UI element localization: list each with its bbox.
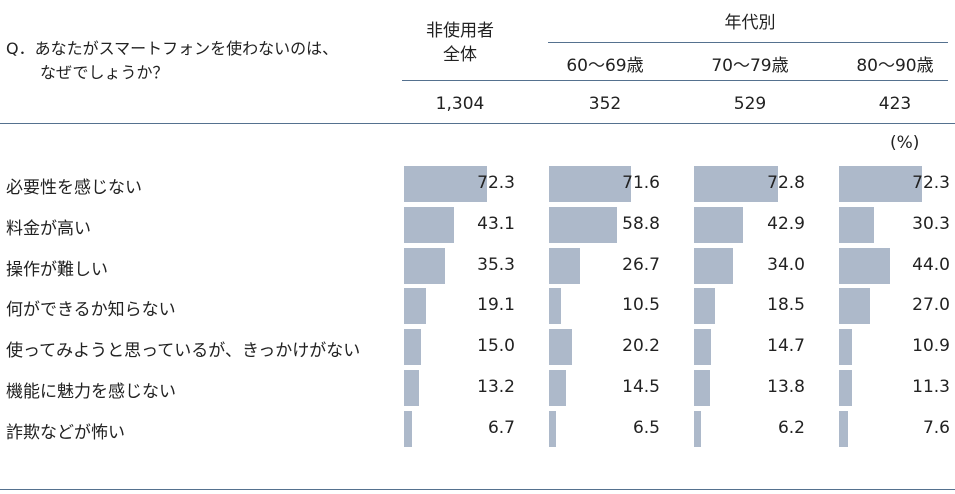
value-label: 19.1 [477, 295, 515, 316]
value-label: 7.6 [922, 417, 950, 438]
question-line-2: なぜでしょうか？ [40, 63, 169, 82]
bar [549, 247, 580, 284]
overall-label-line-1: 非使用者 [426, 21, 494, 41]
value-label: 58.8 [622, 213, 660, 234]
value-label: 6.2 [777, 417, 805, 438]
bar [549, 370, 566, 406]
bar [549, 410, 557, 447]
bottom-rule [0, 489, 955, 490]
value-label: 18.5 [767, 295, 805, 316]
count-60s: 352 [588, 94, 622, 114]
bar [839, 329, 852, 366]
bar [839, 410, 848, 447]
count-70s: 529 [733, 94, 767, 114]
value-label: 27.0 [912, 295, 950, 316]
bar [694, 247, 734, 284]
bar [839, 370, 852, 406]
value-label: 72.3 [477, 173, 515, 193]
value-label: 72.3 [912, 173, 950, 193]
bar [549, 288, 562, 325]
value-label: 14.7 [767, 336, 805, 357]
value-label: 20.2 [622, 336, 660, 357]
bar [404, 329, 422, 366]
category-label: 使ってみようと思っているが、きっかけがない [6, 341, 361, 362]
question-line-1: Q．あなたがスマートフォンを使わないのは、 [6, 39, 339, 58]
category-label: 料金が高い [6, 218, 91, 239]
count-80s: 423 [878, 94, 912, 114]
bar [694, 288, 716, 325]
value-label: 71.6 [622, 173, 660, 193]
value-label: 6.7 [487, 417, 515, 438]
bar [694, 410, 702, 447]
header-count-rule [402, 80, 948, 81]
value-label: 10.5 [622, 295, 660, 316]
value-label: 6.5 [632, 417, 660, 438]
value-label: 13.2 [477, 377, 515, 397]
bar [404, 166, 488, 202]
header-bottom-rule [0, 123, 955, 124]
bar [839, 166, 923, 202]
category-label: 必要性を感じない [6, 178, 142, 198]
category-label: 操作が難しい [6, 259, 108, 280]
bar [404, 288, 426, 325]
column-header-70s: 70～79歳 [711, 56, 789, 76]
value-label: 72.8 [767, 173, 805, 193]
bar [694, 206, 744, 243]
bar [694, 329, 711, 366]
column-header-80s: 80～90歳 [856, 56, 934, 76]
bar [404, 370, 420, 406]
bar [549, 166, 632, 202]
value-label: 30.3 [912, 213, 950, 234]
column-header-60s: 60～69歳 [566, 56, 644, 76]
bar [549, 206, 617, 243]
value-label: 15.0 [477, 336, 515, 357]
bar [694, 166, 778, 202]
value-label: 43.1 [477, 213, 515, 234]
age-group-rule [548, 42, 948, 43]
count-overall: 1,304 [435, 94, 485, 114]
bar [549, 329, 573, 366]
value-label: 44.0 [912, 254, 950, 275]
value-label: 26.7 [622, 254, 660, 275]
value-label: 11.3 [912, 377, 950, 397]
category-label: 詐欺などが怖い [6, 422, 125, 443]
value-label: 13.8 [767, 377, 805, 397]
category-label: 何ができるか知らない [6, 300, 176, 321]
category-label: 機能に魅力を感じない [6, 382, 176, 402]
unit-label: (%) [890, 133, 920, 153]
value-label: 10.9 [912, 336, 950, 357]
value-label: 42.9 [767, 213, 805, 234]
bar [694, 370, 710, 406]
value-label: 35.3 [477, 254, 515, 275]
value-label: 34.0 [767, 254, 805, 275]
bar [404, 206, 454, 243]
bar [404, 410, 412, 447]
value-label: 14.5 [622, 377, 660, 397]
bar [404, 247, 445, 284]
bar [839, 288, 871, 325]
age-group-label: 年代別 [724, 13, 776, 33]
bar [839, 247, 890, 284]
overall-label-line-2: 全体 [443, 45, 477, 65]
bar [839, 206, 874, 243]
